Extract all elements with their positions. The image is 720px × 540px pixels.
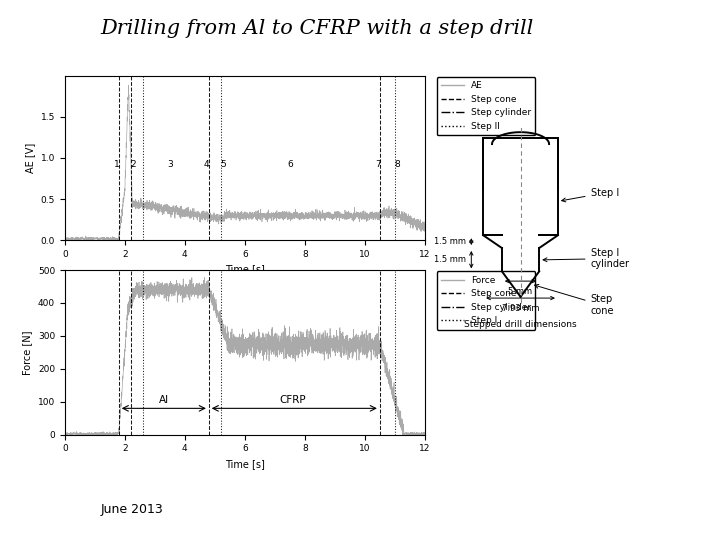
Text: 7.93 mm: 7.93 mm — [502, 304, 539, 313]
Legend: Force, Step cone, Step cylinder, Step I: Force, Step cone, Step cylinder, Step I — [436, 271, 536, 330]
Text: Step I: Step I — [562, 188, 618, 202]
Y-axis label: Force [N]: Force [N] — [22, 330, 32, 375]
Text: CFRP: CFRP — [279, 395, 306, 406]
Text: June 2013: June 2013 — [101, 503, 163, 516]
Text: 7: 7 — [375, 160, 381, 169]
X-axis label: Time [s]: Time [s] — [225, 265, 265, 274]
Text: Step
cone: Step cone — [535, 285, 614, 316]
Text: 6: 6 — [287, 160, 292, 169]
Legend: AE, Step cone, Step cylinder, Step II: AE, Step cone, Step cylinder, Step II — [436, 77, 536, 136]
Text: 3: 3 — [167, 160, 173, 169]
Text: 4: 4 — [204, 160, 210, 169]
Text: 5 mm: 5 mm — [508, 287, 533, 296]
Y-axis label: AE [V]: AE [V] — [25, 143, 35, 173]
Text: Stepped drill dimensions: Stepped drill dimensions — [464, 320, 577, 329]
Text: 8: 8 — [394, 160, 400, 169]
Text: 1: 1 — [114, 160, 120, 169]
X-axis label: Time [s]: Time [s] — [225, 459, 265, 469]
Text: 1.5 mm: 1.5 mm — [434, 255, 466, 265]
Text: Drilling from Al to CFRP with a step drill: Drilling from Al to CFRP with a step dri… — [100, 19, 534, 38]
Text: 1.5 mm: 1.5 mm — [434, 237, 466, 246]
Text: Al: Al — [158, 395, 169, 406]
Text: 2: 2 — [130, 160, 136, 169]
Text: 5: 5 — [220, 160, 226, 169]
Text: Step I
cylinder: Step I cylinder — [543, 248, 629, 269]
